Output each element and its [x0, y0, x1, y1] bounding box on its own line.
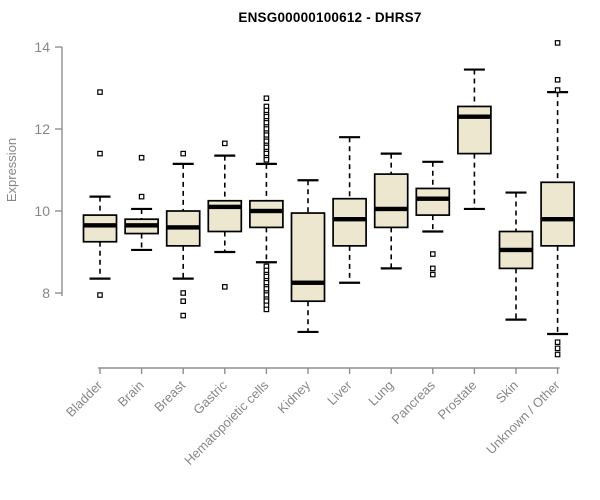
iqr-box: [249, 199, 284, 229]
median-line: [457, 114, 491, 119]
y-axis: 8 10 12 14 Expression: [4, 39, 63, 301]
x-tick-label-bladder: Bladder: [63, 377, 106, 420]
median-line: [291, 280, 325, 285]
outlier-point: [180, 150, 187, 157]
x-tick-label-pancreas: Pancreas: [388, 377, 438, 427]
outlier-point: [180, 312, 187, 319]
median-line: [208, 204, 242, 210]
iqr-box: [332, 197, 367, 247]
y-tick-label: 12: [34, 121, 50, 137]
outlier-point: [430, 265, 436, 272]
x-tick-label-brain: Brain: [115, 378, 147, 410]
y-tick-label: 8: [42, 285, 50, 301]
iqr-box: [82, 214, 118, 243]
x-tick-label-gastric: Gastric: [190, 377, 230, 417]
x-tick-label-skin: Skin: [493, 378, 521, 406]
x-tick-label-breast: Breast: [151, 377, 188, 414]
boxplot-brain: [124, 154, 159, 252]
median-line: [249, 208, 283, 214]
outlier-point: [263, 306, 270, 313]
iqr-box: [540, 181, 575, 247]
outlier-point: [554, 339, 561, 346]
chart-title: ENSG00000100612 - DHRS7: [238, 10, 422, 25]
outlier-point: [263, 156, 270, 163]
x-tick-label-kidney: Kidney: [274, 377, 313, 416]
outlier-point: [97, 292, 103, 298]
outlier-point: [180, 290, 187, 296]
median-line: [541, 217, 575, 222]
boxplot-gastric: [207, 140, 243, 290]
y-tick-label: 10: [34, 203, 50, 219]
outlier-point: [222, 140, 228, 147]
outlier-point: [180, 298, 187, 305]
iqr-box: [373, 173, 409, 229]
iqr-box: [290, 212, 326, 303]
boxplot-unknown-other: [540, 40, 575, 358]
boxplot-bladder: [82, 89, 118, 298]
x-tick-label-liver: Liver: [324, 377, 355, 408]
median-line: [125, 223, 159, 228]
boxplot-prostate: [457, 68, 492, 211]
y-axis-title: Expression: [4, 138, 19, 202]
outlier-point: [97, 150, 103, 157]
boxplot-kidney: [290, 179, 326, 334]
outlier-point: [554, 87, 561, 93]
outlier-point: [554, 40, 561, 46]
outlier-point: [554, 345, 561, 352]
median-line: [166, 225, 200, 230]
outlier-point: [138, 193, 145, 200]
outlier-point: [97, 89, 103, 95]
iqr-box: [457, 105, 492, 155]
outlier-point: [138, 154, 145, 161]
outlier-point: [222, 284, 228, 290]
outlier-point: [554, 351, 561, 358]
boxplot-lung: [373, 152, 409, 270]
outlier-point: [430, 271, 436, 278]
boxplot-breast: [165, 150, 201, 319]
outlier-point: [554, 76, 561, 83]
y-tick-label: 14: [34, 39, 50, 55]
boxplot-skin: [498, 191, 534, 321]
boxplot-pancreas: [415, 160, 451, 278]
boxplot-liver: [332, 136, 367, 284]
x-tick-label-unknown-other: Unknown / Other: [483, 377, 563, 457]
iqr-box: [415, 187, 451, 216]
median-line: [83, 223, 117, 228]
boxplot-hematopoietic-cells: [249, 95, 284, 313]
median-line: [499, 247, 533, 253]
median-line: [416, 196, 450, 201]
outlier-point: [430, 251, 436, 257]
x-tick-label-lung: Lung: [365, 378, 396, 409]
x-tick-label-prostate: Prostate: [435, 378, 480, 423]
median-line: [374, 206, 408, 212]
median-line: [333, 217, 367, 222]
outlier-point: [263, 95, 270, 102]
